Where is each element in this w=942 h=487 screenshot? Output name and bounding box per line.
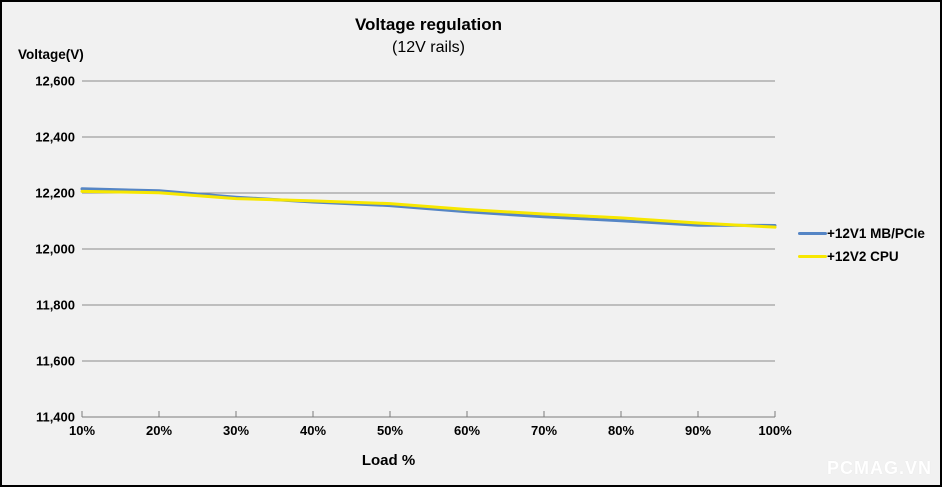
x-tick-label: 100% <box>758 423 792 438</box>
y-tick-label: 11,600 <box>36 354 75 369</box>
x-tick-label: 60% <box>454 423 480 438</box>
series-line-1 <box>80 189 777 229</box>
x-tick-label: 90% <box>685 423 711 438</box>
legend-item-12v2: +12V2 CPU <box>798 245 925 268</box>
y-tick-label: 12,600 <box>35 74 75 89</box>
series-line-0 <box>80 187 777 227</box>
chart-subtitle: (12V rails) <box>392 39 465 56</box>
y-tick-label: 12,200 <box>35 186 75 201</box>
y-tick-label: 12,000 <box>35 242 75 257</box>
x-tick-label: 20% <box>146 423 172 438</box>
legend-line-swatch-blue <box>798 232 827 235</box>
chart-title: Voltage regulation <box>354 15 503 34</box>
x-tick-label: 40% <box>300 423 326 438</box>
legend: +12V1 MB/PCIe +12V2 CPU <box>798 222 925 268</box>
legend-label: +12V2 CPU <box>827 249 899 264</box>
x-axis-title: Load % <box>361 452 416 469</box>
y-axis-title: Voltage(V) <box>18 47 84 62</box>
watermark: PCMAG.VN <box>826 458 932 478</box>
legend-label: +12V1 MB/PCIe <box>827 226 925 241</box>
y-tick-label: 12,400 <box>35 130 75 145</box>
x-tick-label: 50% <box>377 423 403 438</box>
y-tick-label: 11,800 <box>36 298 75 313</box>
x-tick-label: 10% <box>69 423 95 438</box>
legend-item-12v1: +12V1 MB/PCIe <box>798 222 925 245</box>
x-tick-label: 80% <box>608 423 634 438</box>
x-tick-label: 30% <box>223 423 249 438</box>
y-tick-label: 11,400 <box>36 410 75 425</box>
legend-line-swatch-yellow <box>798 255 827 258</box>
x-tick-label: 70% <box>531 423 557 438</box>
